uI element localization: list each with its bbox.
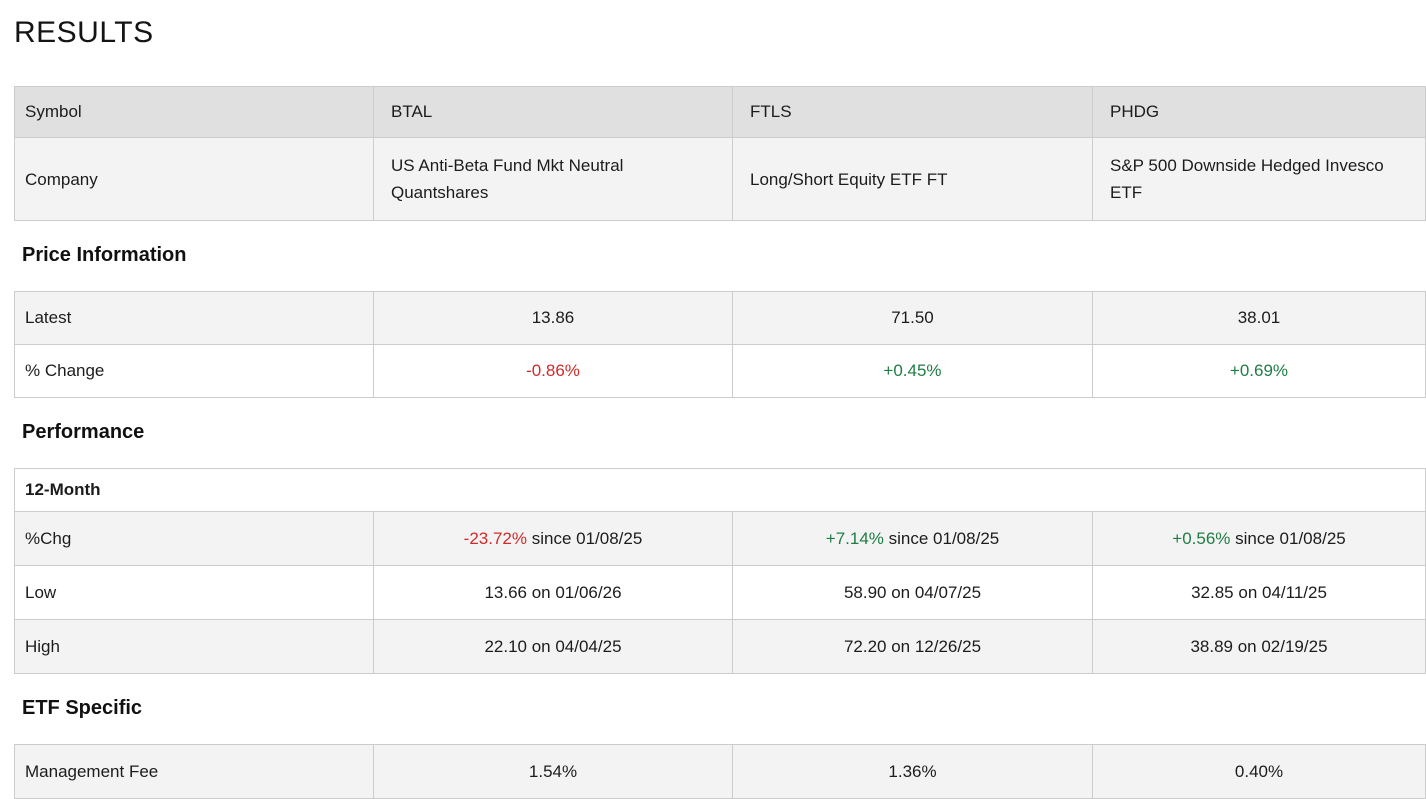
- percent-change-ftls: +0.45%: [732, 344, 1093, 398]
- pct-change-value: -23.72%: [463, 528, 527, 548]
- high-label: High: [14, 619, 374, 674]
- pct-chg-btal: -23.72% since 01/08/25: [373, 511, 733, 566]
- change-value: +0.45%: [883, 361, 942, 380]
- management-fee-btal: 1.54%: [373, 744, 733, 799]
- symbol-btal: BTAL: [373, 86, 733, 138]
- symbol-phdg: PHDG: [1092, 86, 1426, 138]
- latest-btal: 13.86: [373, 291, 733, 345]
- table-row-12-month: 12-Month: [14, 468, 1426, 512]
- low-btal: 13.66 on 01/06/26: [373, 565, 733, 620]
- pct-chg-phdg: +0.56% since 01/08/25: [1092, 511, 1426, 566]
- company-ftls: Long/Short Equity ETF FT: [732, 137, 1093, 221]
- section-heading-etf-specific: ETF Specific: [22, 697, 143, 719]
- pct-change-since: since 01/08/25: [1235, 528, 1346, 548]
- high-phdg: 38.89 on 02/19/25: [1092, 619, 1426, 674]
- low-phdg: 32.85 on 04/11/25: [1092, 565, 1426, 620]
- company-row: Company US Anti-Beta Fund Mkt Neutral Qu…: [14, 137, 1426, 221]
- high-ftls: 72.20 on 12/26/25: [732, 619, 1093, 674]
- management-fee-ftls: 1.36%: [732, 744, 1093, 799]
- change-value: +0.69%: [1229, 361, 1289, 380]
- performance-table: 12-Month %Chg -23.72% since 01/08/25 +7.…: [14, 468, 1426, 674]
- table-row-percent-change: % Change -0.86% +0.45% +0.69%: [14, 344, 1426, 398]
- twelve-month-subheader: 12-Month: [14, 468, 1426, 512]
- table-row-high: High 22.10 on 04/04/25 72.20 on 12/26/25…: [14, 619, 1426, 674]
- section-heading-price-information: Price Information: [22, 244, 187, 266]
- percent-change-phdg: +0.69%: [1092, 344, 1426, 398]
- latest-phdg: 38.01: [1092, 291, 1426, 345]
- pct-change-value: +0.56%: [1172, 528, 1231, 548]
- symbol-row-label: Symbol: [14, 86, 374, 138]
- table-row-pct-chg: %Chg -23.72% since 01/08/25 +7.14% since…: [14, 511, 1426, 566]
- company-phdg: S&P 500 Downside Hedged Invesco ETF: [1092, 137, 1426, 221]
- company-row-label: Company: [14, 137, 374, 221]
- etf-specific-table: Management Fee 1.54% 1.36% 0.40%: [14, 744, 1426, 799]
- price-information-table: Latest 13.86 71.50 38.01 % Change -0.86%…: [14, 291, 1426, 398]
- change-value: -0.86%: [526, 361, 580, 380]
- pct-change-value: +7.14%: [825, 528, 884, 548]
- pct-chg-ftls: +7.14% since 01/08/25: [732, 511, 1093, 566]
- page-title: RESULTS: [14, 16, 154, 49]
- table-row-latest: Latest 13.86 71.50 38.01: [14, 291, 1426, 345]
- management-fee-label: Management Fee: [14, 744, 374, 799]
- latest-ftls: 71.50: [732, 291, 1093, 345]
- symbol-ftls: FTLS: [732, 86, 1093, 138]
- company-btal: US Anti-Beta Fund Mkt Neutral Quantshare…: [373, 137, 733, 221]
- latest-label: Latest: [14, 291, 374, 345]
- table-row-management-fee: Management Fee 1.54% 1.36% 0.40%: [14, 744, 1426, 799]
- section-heading-performance: Performance: [22, 421, 145, 443]
- pct-change-since: since 01/08/25: [888, 528, 1000, 548]
- management-fee-phdg: 0.40%: [1092, 744, 1426, 799]
- pct-chg-label: %Chg: [14, 511, 374, 566]
- low-label: Low: [14, 565, 374, 620]
- percent-change-btal: -0.86%: [373, 344, 733, 398]
- high-btal: 22.10 on 04/04/25: [373, 619, 733, 674]
- pct-change-since: since 01/08/25: [531, 528, 643, 548]
- table-row-low: Low 13.66 on 01/06/26 58.90 on 04/07/25 …: [14, 565, 1426, 620]
- low-ftls: 58.90 on 04/07/25: [732, 565, 1093, 620]
- percent-change-label: % Change: [14, 344, 374, 398]
- symbol-company-table: Symbol BTAL FTLS PHDG Company US Anti-Be…: [14, 86, 1426, 221]
- symbol-row: Symbol BTAL FTLS PHDG: [14, 86, 1426, 138]
